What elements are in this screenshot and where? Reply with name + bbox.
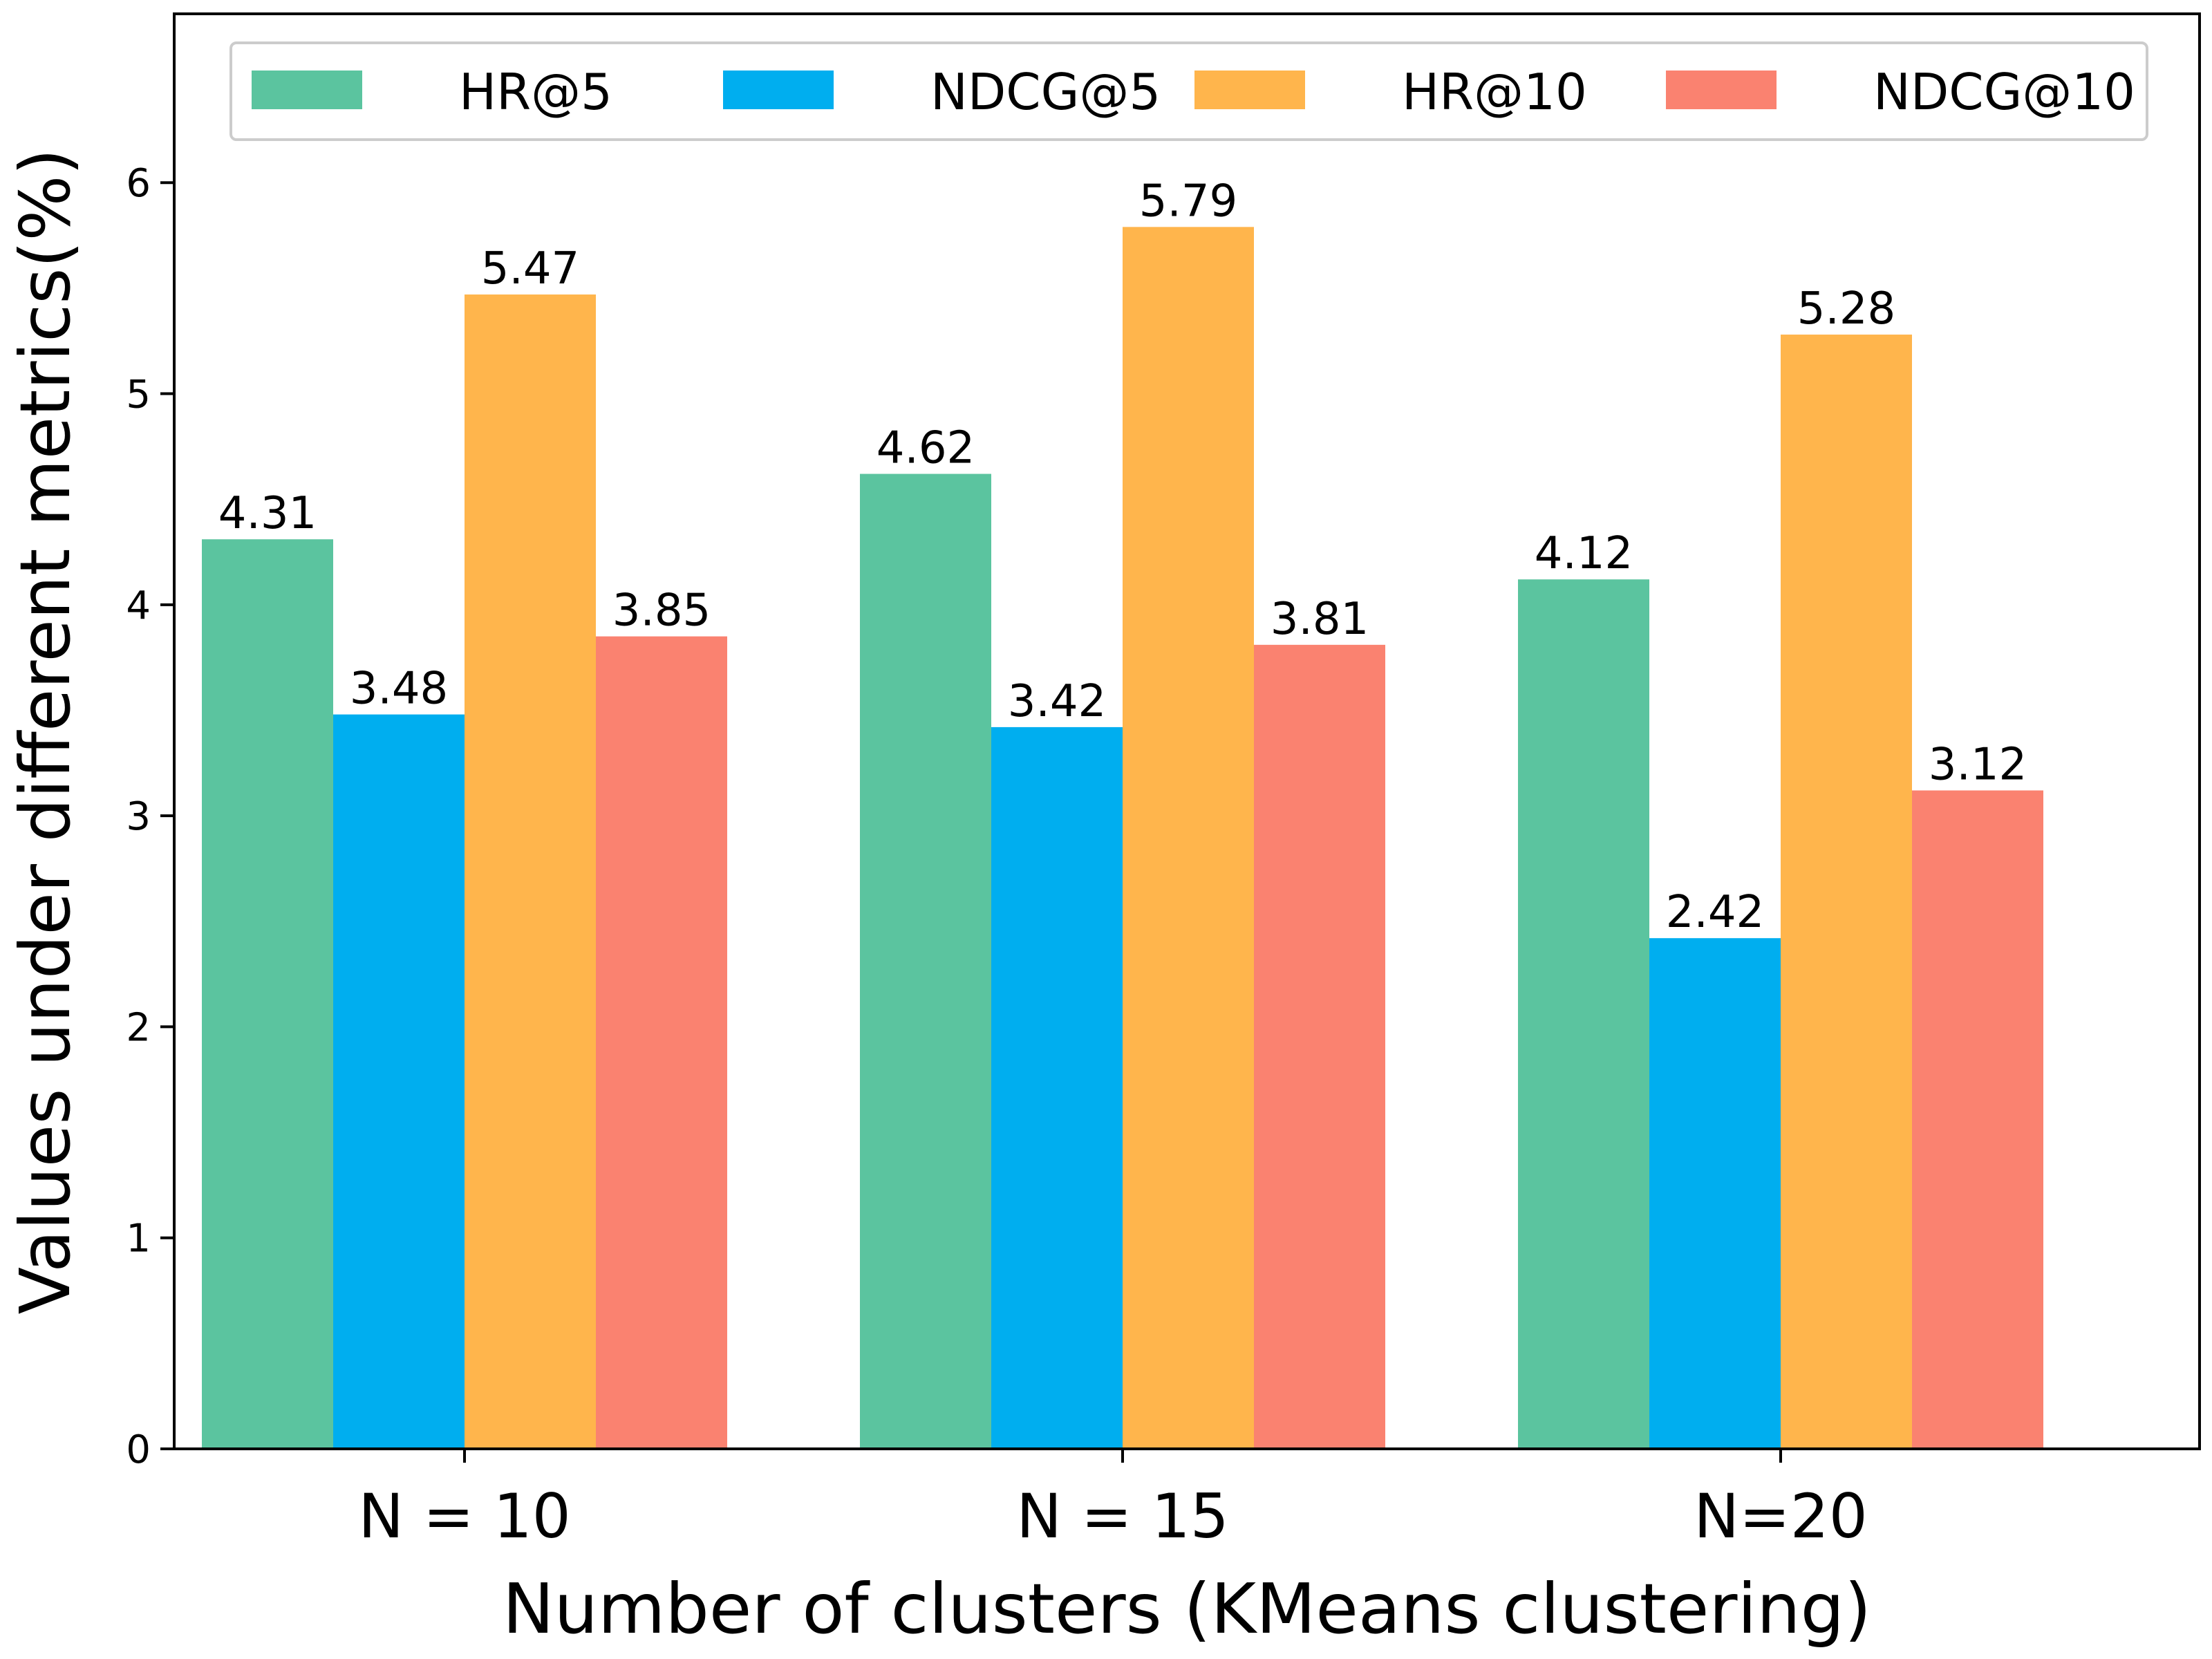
legend-swatch-ndcg-10 [1666,71,1777,109]
y-tick-label-1: 1 [126,1217,151,1262]
x-axis-title: Number of clusters (KMeans clustering) [503,1568,1871,1649]
data-label-ndcg-5-1: 3.48 [350,664,449,715]
data-label-ndcg-10-1: 3.85 [612,585,711,637]
bars-layer [202,227,2043,1450]
y-tick-label-5: 5 [126,373,151,418]
x-axis-ticks: N = 10 N = 15 N=20 [358,1449,1868,1552]
legend-swatch-hr-10 [1194,71,1305,109]
legend-label-ndcg-5: NDCG@5 [930,63,1161,121]
bar-ndcg-5-3 [1649,938,1781,1449]
plot-frame [173,12,2201,1450]
bar-hr-10-3 [1781,335,1912,1449]
data-label-ndcg-5-2: 3.42 [1008,676,1107,727]
legend-label-hr-10: HR@10 [1402,63,1587,121]
bar-ndcg-5-1 [333,714,465,1449]
bar-ndcg-10-1 [596,636,727,1449]
legend-box [229,41,2148,141]
x-tick-label-1: N = 10 [358,1481,570,1552]
bar-hr-10-2 [1123,227,1254,1449]
y-axis-ticks: 0 1 2 3 4 5 6 [126,161,174,1472]
bar-hr-5-2 [860,474,991,1449]
data-label-ndcg-5-3: 2.42 [1666,887,1765,938]
y-tick-label-3: 3 [126,794,151,839]
legend-swatch-ndcg-5 [723,71,834,109]
y-tick-label-2: 2 [126,1005,151,1050]
data-label-hr-5-3: 4.12 [1535,528,1633,579]
bar-ndcg-10-2 [1254,644,1385,1450]
bar-hr-5-3 [1518,579,1649,1449]
bar-hr-5-1 [202,539,333,1449]
bar-hr-10-1 [465,294,596,1450]
legend-label-hr-5: HR@5 [459,63,612,121]
data-label-hr-5-2: 4.62 [877,423,975,474]
data-label-hr-5-1: 4.31 [218,488,317,539]
bar-ndcg-10-3 [1912,790,2043,1449]
y-tick-label-0: 0 [126,1427,151,1472]
bar-ndcg-5-2 [991,727,1123,1449]
data-labels-layer: 4.31 3.48 5.47 3.85 4.62 3.42 5.79 3.81 4.12 2.42… [218,176,2027,938]
legend: HR@5 NDCG@5 HR@10 NDCG@10 [229,41,2148,141]
data-label-ndcg-10-2: 3.81 [1271,594,1369,645]
data-label-hr-10-1: 5.47 [481,243,580,294]
y-tick-label-6: 6 [126,161,151,206]
data-label-ndcg-10-3: 3.12 [1929,739,2027,790]
legend-swatch-hr-5 [252,71,362,109]
y-axis-title: Values under different metrics(%) [5,149,86,1315]
data-label-hr-10-3: 5.28 [1797,283,1896,335]
x-tick-label-3: N=20 [1694,1481,1868,1552]
x-tick-label-2: N = 15 [1016,1481,1228,1552]
y-tick-label-4: 4 [126,583,151,628]
data-label-hr-10-2: 5.79 [1139,176,1238,227]
legend-label-ndcg-10: NDCG@10 [1873,63,2135,121]
legend-items: HR@5 NDCG@5 HR@10 NDCG@10 [252,63,2135,121]
